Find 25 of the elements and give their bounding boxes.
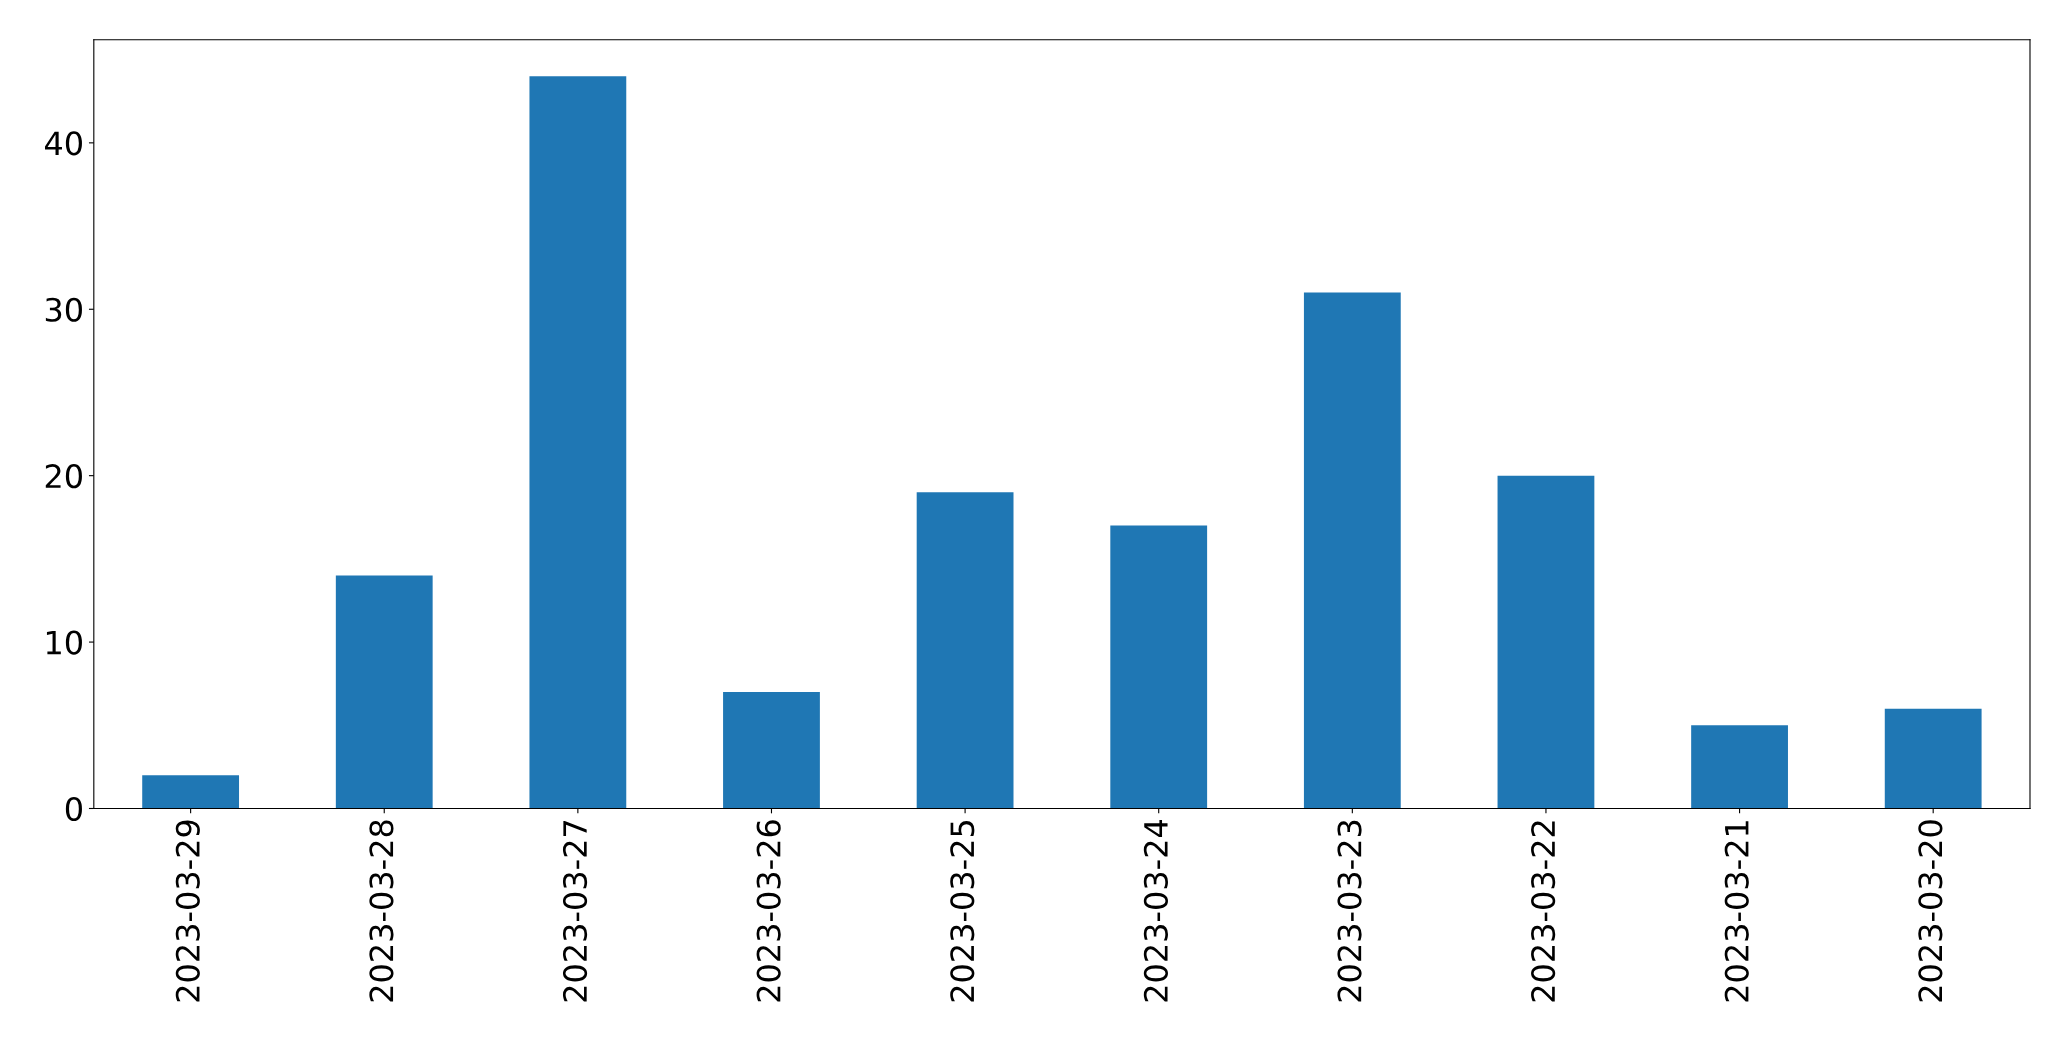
x-tick-label: 2023-03-27: [562, 820, 588, 1002]
x-tick-label: 2023-03-23: [1337, 820, 1362, 1002]
x-tick-label: 2023-03-21: [1724, 821, 1749, 1002]
bar: [1884, 708, 1982, 809]
x-tick-label: 2023-03-29: [175, 820, 200, 1002]
y-tick-label: 20: [45, 464, 82, 489]
x-tick-label: 2023-03-28: [369, 820, 394, 1002]
bar: [916, 492, 1014, 809]
bar: [1110, 525, 1208, 809]
x-tick-label: 2023-03-26: [756, 820, 781, 1002]
bar: [1303, 292, 1401, 809]
bar: [142, 775, 240, 809]
bar: [723, 692, 820, 809]
bar: [335, 575, 433, 809]
y-tick-label: 30: [45, 297, 82, 322]
x-tick-label: 2023-03-20: [1918, 820, 1943, 1002]
bar: [529, 76, 627, 809]
bar: [1691, 725, 1788, 809]
x-tick-label: 2023-03-22: [1531, 821, 1556, 1002]
y-tick-label: 0: [65, 796, 82, 822]
x-tick-label: 2023-03-25: [950, 820, 975, 1002]
bar: [1497, 475, 1595, 809]
y-tick-label: 10: [46, 630, 82, 655]
x-tick-label: 2023-03-24: [1143, 820, 1168, 1002]
y-tick-label: 40: [45, 131, 82, 156]
